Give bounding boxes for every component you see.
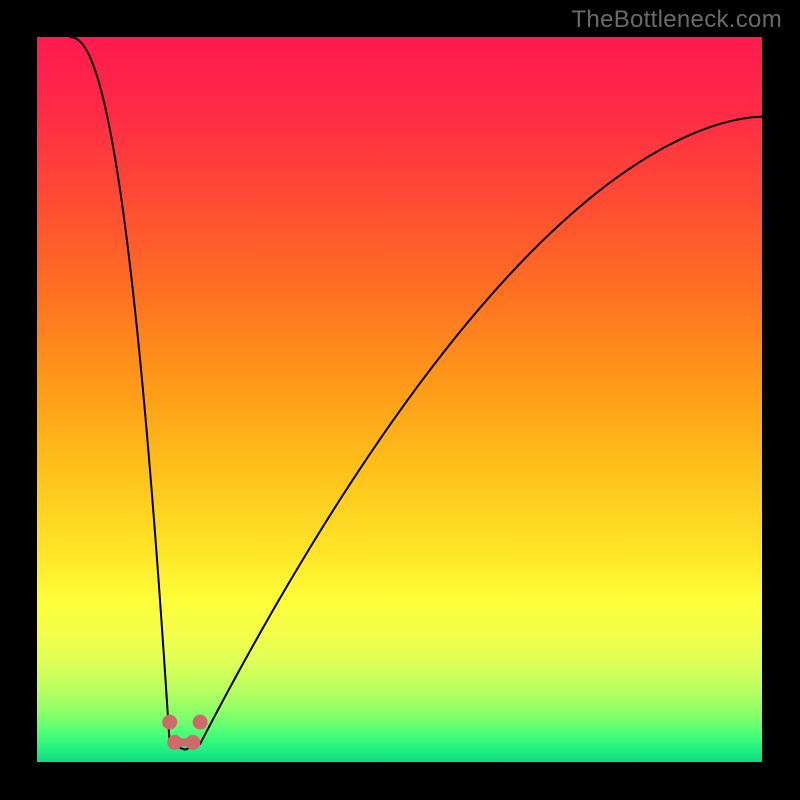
chart-stage: TheBottleneck.com [0, 0, 800, 800]
notch-marker-1 [167, 735, 182, 750]
notch-marker-2 [185, 735, 200, 750]
notch-marker-0 [162, 715, 177, 730]
plot-area [37, 37, 762, 762]
notch-marker-3 [193, 715, 208, 730]
bottleneck-chart [0, 0, 800, 800]
